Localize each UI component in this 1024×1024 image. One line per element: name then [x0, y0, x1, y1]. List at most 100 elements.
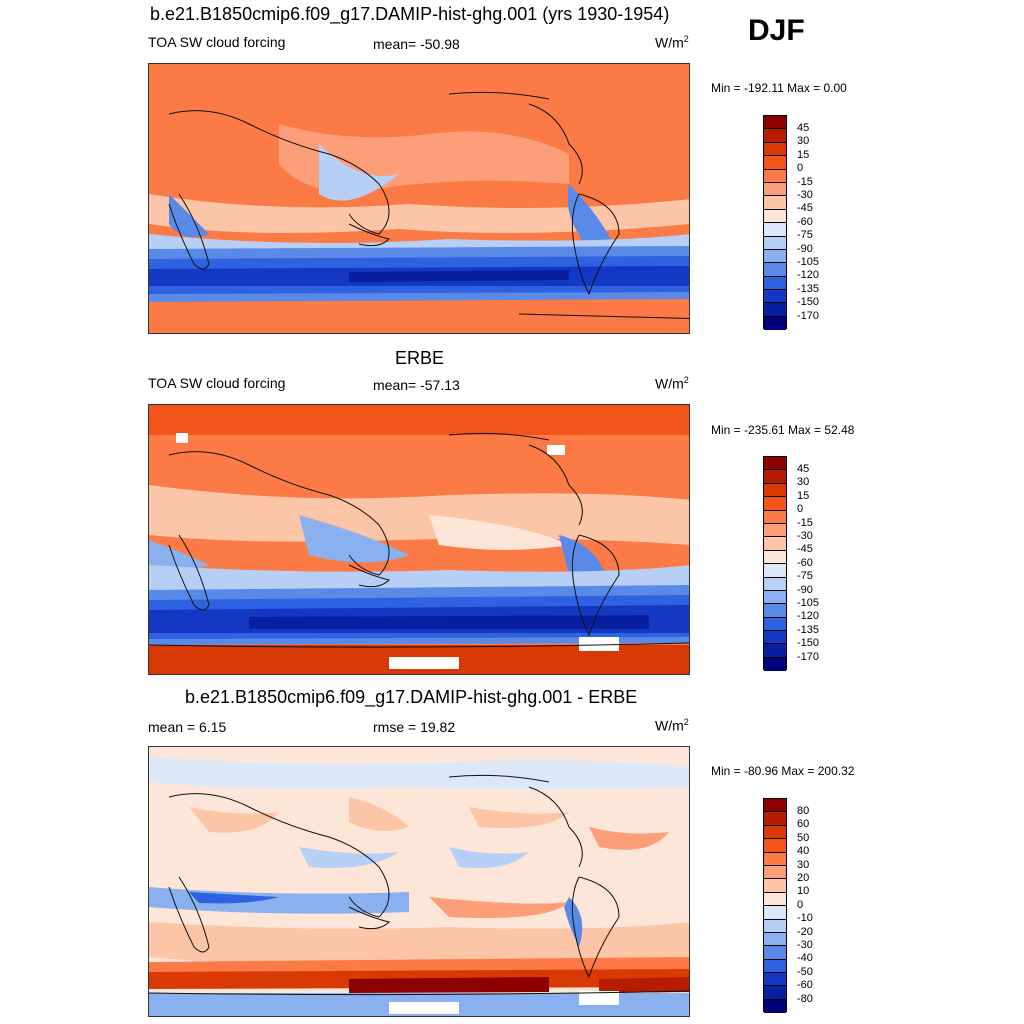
cbar3-tick: -60 — [797, 979, 813, 991]
cbar2-tick: 15 — [797, 490, 810, 502]
cbar2-box-9 — [764, 564, 786, 578]
panel2-field-label: TOA SW cloud forcing — [148, 375, 286, 391]
cbar2-box-15 — [764, 644, 786, 658]
cbar2-box-7 — [764, 537, 786, 551]
cbar3-tick: 40 — [797, 845, 810, 857]
cbar3-tick: 50 — [797, 832, 810, 844]
cbar3-box-14 — [764, 973, 786, 987]
cbar3-tick: 20 — [797, 872, 810, 884]
cbar2-box-4 — [764, 497, 786, 511]
cbar2-tick: -15 — [797, 517, 813, 529]
cbar1-tick: 30 — [797, 135, 810, 147]
cbar3-tick: -20 — [797, 926, 813, 938]
cbar1-tick: -105 — [797, 256, 820, 268]
cbar1-tick: -90 — [797, 243, 813, 255]
cbar1-tick: -30 — [797, 189, 813, 201]
cbar2-box-2 — [764, 470, 786, 484]
panel2-colorbar — [763, 456, 787, 672]
panel2-units: W/m2 — [655, 375, 689, 392]
cbar2-box-8 — [764, 550, 786, 565]
cbar3-box-7 — [764, 879, 786, 893]
panel3-rmse-label: rmse = 19.82 — [373, 719, 456, 735]
cbar3-box-4 — [764, 839, 786, 853]
cbar1-tick: -150 — [797, 296, 820, 308]
panel2-title: ERBE — [395, 348, 445, 368]
cbar3-box-1 — [764, 799, 786, 813]
cbar1-box-16 — [764, 316, 786, 331]
cbar3-tick: -40 — [797, 952, 813, 964]
cbar3-box-8 — [764, 892, 786, 907]
cbar1-box-6 — [764, 182, 786, 197]
cbar1-box-14 — [764, 290, 786, 304]
cbar1-box-1 — [764, 116, 786, 130]
cbar2-tick: -30 — [797, 530, 813, 542]
cbar3-tick: -80 — [797, 993, 813, 1005]
panel2-mean-label: mean= -57.13 — [373, 377, 460, 393]
panel1-title: b.e21.B1850cmip6.f09_g17.DAMIP-hist-ghg.… — [150, 4, 670, 24]
cbar2-tick: 30 — [797, 476, 810, 488]
cbar2-box-3 — [764, 483, 786, 498]
cbar2-box-11 — [764, 590, 786, 605]
cbar2-tick: -105 — [797, 597, 820, 609]
panel3-colorbar — [763, 798, 787, 1014]
panel2-minmax: Min = -235.61 Max = 52.48 — [711, 423, 855, 437]
cbar2-box-10 — [764, 577, 786, 591]
panel1-units: W/m2 — [655, 34, 689, 51]
cbar3-box-9 — [764, 906, 786, 920]
cbar2-tick: 0 — [797, 503, 804, 515]
cbar3-tick: 30 — [797, 859, 810, 871]
cbar2-tick: -120 — [797, 610, 820, 622]
cbar2-tick: -75 — [797, 570, 813, 582]
cbar2-box-16 — [764, 657, 786, 672]
cbar3-box-15 — [764, 986, 786, 1000]
panel2-map — [148, 404, 690, 675]
cbar1-tick: 0 — [797, 162, 804, 174]
cbar3-box-11 — [764, 932, 786, 947]
cbar3-box-3 — [764, 825, 786, 840]
cbar1-box-9 — [764, 223, 786, 237]
cbar1-box-4 — [764, 156, 786, 170]
panel1-field-label: TOA SW cloud forcing — [148, 34, 286, 50]
cbar1-tick: -75 — [797, 229, 813, 241]
panel3-mean-label: mean = 6.15 — [148, 719, 227, 735]
cbar2-tick: -60 — [797, 557, 813, 569]
cbar1-box-13 — [764, 276, 786, 291]
cbar3-box-13 — [764, 959, 786, 974]
cbar2-box-5 — [764, 510, 786, 524]
panel3-units: W/m2 — [655, 717, 689, 734]
cbar3-tick: 60 — [797, 818, 810, 830]
cbar1-box-12 — [764, 263, 786, 277]
cbar2-tick: -170 — [797, 651, 820, 663]
cbar1-box-11 — [764, 249, 786, 264]
cbar2-tick: -90 — [797, 584, 813, 596]
cbar1-tick: -135 — [797, 283, 820, 295]
cbar1-tick: -45 — [797, 202, 813, 214]
cbar1-box-3 — [764, 142, 786, 157]
cbar1-tick: -60 — [797, 216, 813, 228]
cbar1-box-7 — [764, 196, 786, 210]
cbar3-tick: 10 — [797, 885, 810, 897]
cbar2-tick: -135 — [797, 624, 820, 636]
cbar1-box-5 — [764, 169, 786, 183]
cbar2-tick: -150 — [797, 637, 820, 649]
cbar3-box-2 — [764, 812, 786, 826]
cbar3-box-6 — [764, 865, 786, 880]
panel1-mean-label: mean= -50.98 — [373, 36, 460, 52]
cbar3-tick: -10 — [797, 912, 813, 924]
cbar3-box-5 — [764, 852, 786, 866]
cbar2-box-14 — [764, 631, 786, 645]
panel1-minmax: Min = -192.11 Max = 0.00 — [711, 81, 847, 95]
cbar3-tick: 0 — [797, 899, 804, 911]
cbar3-tick: 80 — [797, 805, 810, 817]
cbar1-box-15 — [764, 303, 786, 317]
cbar3-tick: -30 — [797, 939, 813, 951]
cbar2-box-12 — [764, 604, 786, 618]
cbar3-tick: -50 — [797, 966, 813, 978]
cbar1-tick: 45 — [797, 122, 810, 134]
panel3-map — [148, 746, 690, 1017]
cbar2-tick: 45 — [797, 463, 810, 475]
panel3-title: b.e21.B1850cmip6.f09_g17.DAMIP-hist-ghg.… — [185, 687, 638, 707]
cbar1-box-2 — [764, 129, 786, 143]
panel1-map — [148, 63, 690, 334]
cbar1-tick: -15 — [797, 176, 813, 188]
